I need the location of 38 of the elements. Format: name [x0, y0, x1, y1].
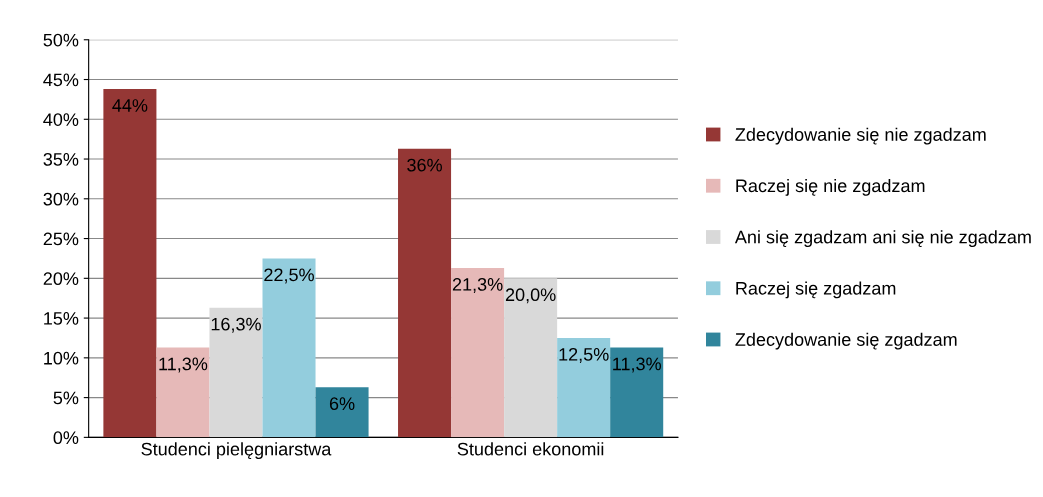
bar [557, 337, 611, 438]
bar [103, 89, 157, 438]
bar [451, 267, 505, 438]
data-label: 6% [329, 397, 355, 411]
y-tick-label: 40% [43, 113, 79, 126]
y-tick-label: 15% [44, 312, 79, 325]
bar [262, 258, 316, 438]
y-tick-label: 30% [43, 192, 79, 206]
x-tick-label: Studenci pielęgniarstwa [141, 442, 332, 460]
data-label: 12,5% [559, 347, 609, 363]
data-label: 11,3% [613, 357, 661, 373]
x-tick-label: Studenci ekonomii [457, 442, 604, 456]
legend-label: Raczej się zgadzam [736, 281, 896, 299]
data-label: 20,0% [505, 288, 556, 304]
legend-label: Ani się zgadzam ani się nie zgadzam [734, 230, 1031, 248]
y-tick-label: 35% [43, 152, 79, 166]
bar [209, 307, 263, 438]
bar [398, 148, 452, 438]
bar [610, 347, 664, 438]
data-label: 22,5% [264, 268, 314, 284]
legend-label: Zdecydowanie się nie zgadzam [735, 127, 986, 145]
y-tick-label: 20% [43, 272, 79, 286]
y-tick-label: 45% [43, 73, 79, 87]
data-label: 36% [407, 158, 442, 172]
legend-label: Raczej się nie zgadzam [736, 178, 925, 196]
bar [504, 278, 558, 438]
bar [315, 387, 369, 438]
y-tick-label: 5% [53, 391, 79, 405]
y-tick-label: 0% [53, 431, 79, 445]
bar [156, 347, 210, 438]
y-tick-label: 25% [43, 232, 79, 246]
y-tick-label: 50% [43, 33, 79, 47]
data-label: 44% [112, 99, 148, 112]
legend-label: Zdecydowanie się zgadzam [735, 332, 957, 350]
data-label: 16,3% [211, 317, 261, 333]
data-label: 21,3% [452, 278, 503, 293]
data-label: 11,3% [159, 357, 208, 373]
y-tick-label: 10% [44, 351, 79, 365]
